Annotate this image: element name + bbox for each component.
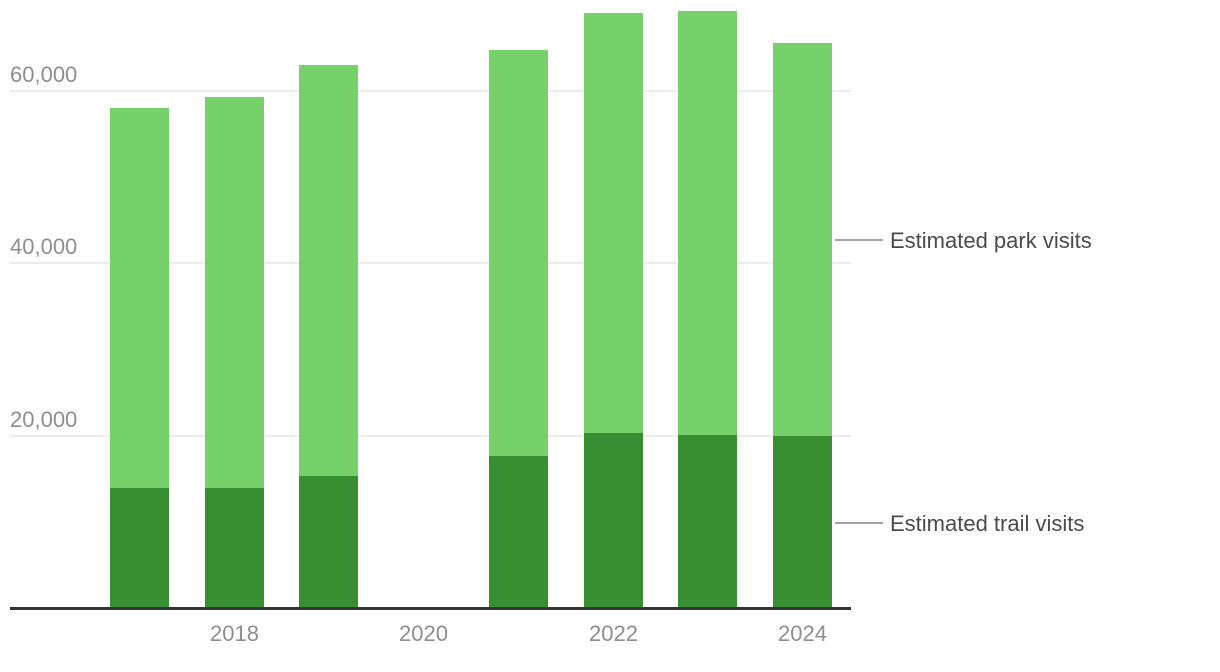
bar-2017 [110,108,169,608]
y-tick-label: 40,000 [10,234,78,259]
bar-segment-trail-2021 [489,456,548,608]
bar-segment-trail-2019 [299,476,358,608]
bar-segment-park-2023 [678,11,737,435]
legend-label-park-visits: Estimated park visits [890,228,1092,253]
bar-segment-park-2021 [489,50,548,456]
bar-2023 [678,11,737,608]
x-tick-label-2024: 2024 [778,621,827,646]
bar-segment-park-2018 [205,97,264,488]
bar-segment-park-2017 [110,108,169,488]
legend-connector-park [835,239,883,241]
bar-segment-trail-2023 [678,435,737,608]
x-tick-label-2022: 2022 [589,621,638,646]
bar-segment-trail-2017 [110,488,169,608]
y-tick-label: 60,000 [10,62,78,87]
y-gridline-60000 [10,90,851,92]
bar-2018 [205,97,264,608]
bar-segment-trail-2024 [773,436,832,608]
y-gridline-20000 [10,435,851,437]
x-axis-line [10,607,851,610]
y-gridline-40000 [10,262,851,264]
x-tick-label-2018: 2018 [210,621,259,646]
bar-segment-park-2022 [584,13,643,433]
y-tick-label: 20,000 [10,407,78,432]
x-tick-label-2020: 2020 [399,621,448,646]
bar-segment-park-2024 [773,43,832,436]
legend-label-trail-visits: Estimated trail visits [890,511,1085,536]
bar-2021 [489,50,548,608]
legend-connector-trail [835,522,883,524]
bar-segment-park-2019 [299,65,358,476]
bar-2024 [773,43,832,608]
bar-2019 [299,65,358,608]
bar-segment-trail-2022 [584,433,643,608]
bar-segment-trail-2018 [205,488,264,608]
bar-2022 [584,13,643,608]
